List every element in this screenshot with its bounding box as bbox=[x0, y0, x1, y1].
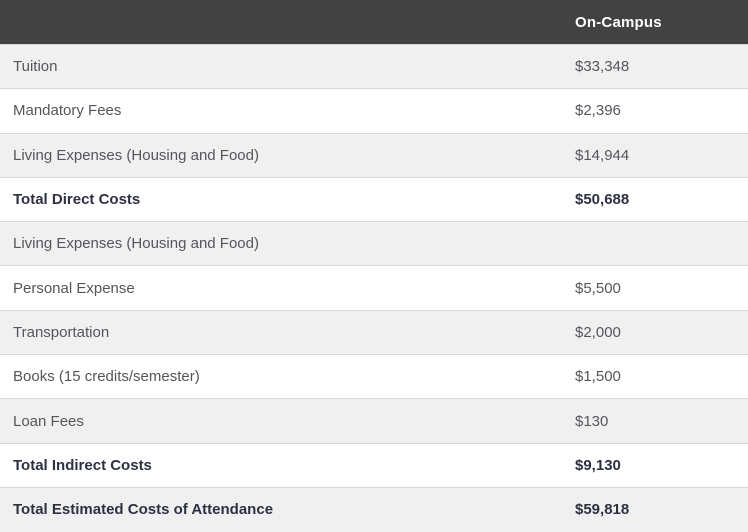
row-label: Personal Expense bbox=[0, 265, 560, 311]
row-label: Loan Fees bbox=[0, 398, 560, 444]
table-row: Total Indirect Costs $9,130 bbox=[0, 442, 748, 488]
table-row: Living Expenses (Housing and Food) bbox=[0, 221, 748, 266]
row-label: Total Estimated Costs of Attendance bbox=[0, 486, 560, 532]
table-row: Mandatory Fees $2,396 bbox=[0, 88, 748, 134]
row-value: $14,944 bbox=[560, 132, 748, 178]
header-label-cell bbox=[0, 0, 560, 45]
table-row: Total Direct Costs $50,688 bbox=[0, 176, 748, 222]
table-body: Tuition $33,348 Mandatory Fees $2,396 Li… bbox=[0, 43, 748, 532]
row-value: $2,396 bbox=[560, 88, 748, 134]
row-label: Mandatory Fees bbox=[0, 88, 560, 134]
row-value: $59,818 bbox=[560, 486, 748, 532]
row-value: $50,688 bbox=[560, 176, 748, 222]
table-row: Transportation $2,000 bbox=[0, 309, 748, 355]
row-label: Total Direct Costs bbox=[0, 176, 560, 222]
row-value bbox=[560, 221, 748, 266]
table-row: Loan Fees $130 bbox=[0, 398, 748, 444]
table-row: Books (15 credits/semester) $1,500 bbox=[0, 354, 748, 399]
row-label: Transportation bbox=[0, 309, 560, 355]
table-header: On-Campus bbox=[0, 0, 748, 45]
row-value: $1,500 bbox=[560, 354, 748, 399]
row-label: Living Expenses (Housing and Food) bbox=[0, 221, 560, 266]
row-label: Books (15 credits/semester) bbox=[0, 354, 560, 399]
row-label: Living Expenses (Housing and Food) bbox=[0, 132, 560, 178]
row-value: $9,130 bbox=[560, 442, 748, 488]
header-on-campus-cell: On-Campus bbox=[560, 0, 748, 45]
header-row: On-Campus bbox=[0, 0, 748, 45]
row-value: $5,500 bbox=[560, 265, 748, 311]
row-value: $130 bbox=[560, 398, 748, 444]
row-value: $33,348 bbox=[560, 43, 748, 89]
row-label: Total Indirect Costs bbox=[0, 442, 560, 488]
table-row: Personal Expense $5,500 bbox=[0, 265, 748, 311]
table-row: Tuition $33,348 bbox=[0, 43, 748, 89]
table-row: Total Estimated Costs of Attendance $59,… bbox=[0, 486, 748, 532]
row-value: $2,000 bbox=[560, 309, 748, 355]
table-row: Living Expenses (Housing and Food) $14,9… bbox=[0, 132, 748, 178]
row-label: Tuition bbox=[0, 43, 560, 89]
